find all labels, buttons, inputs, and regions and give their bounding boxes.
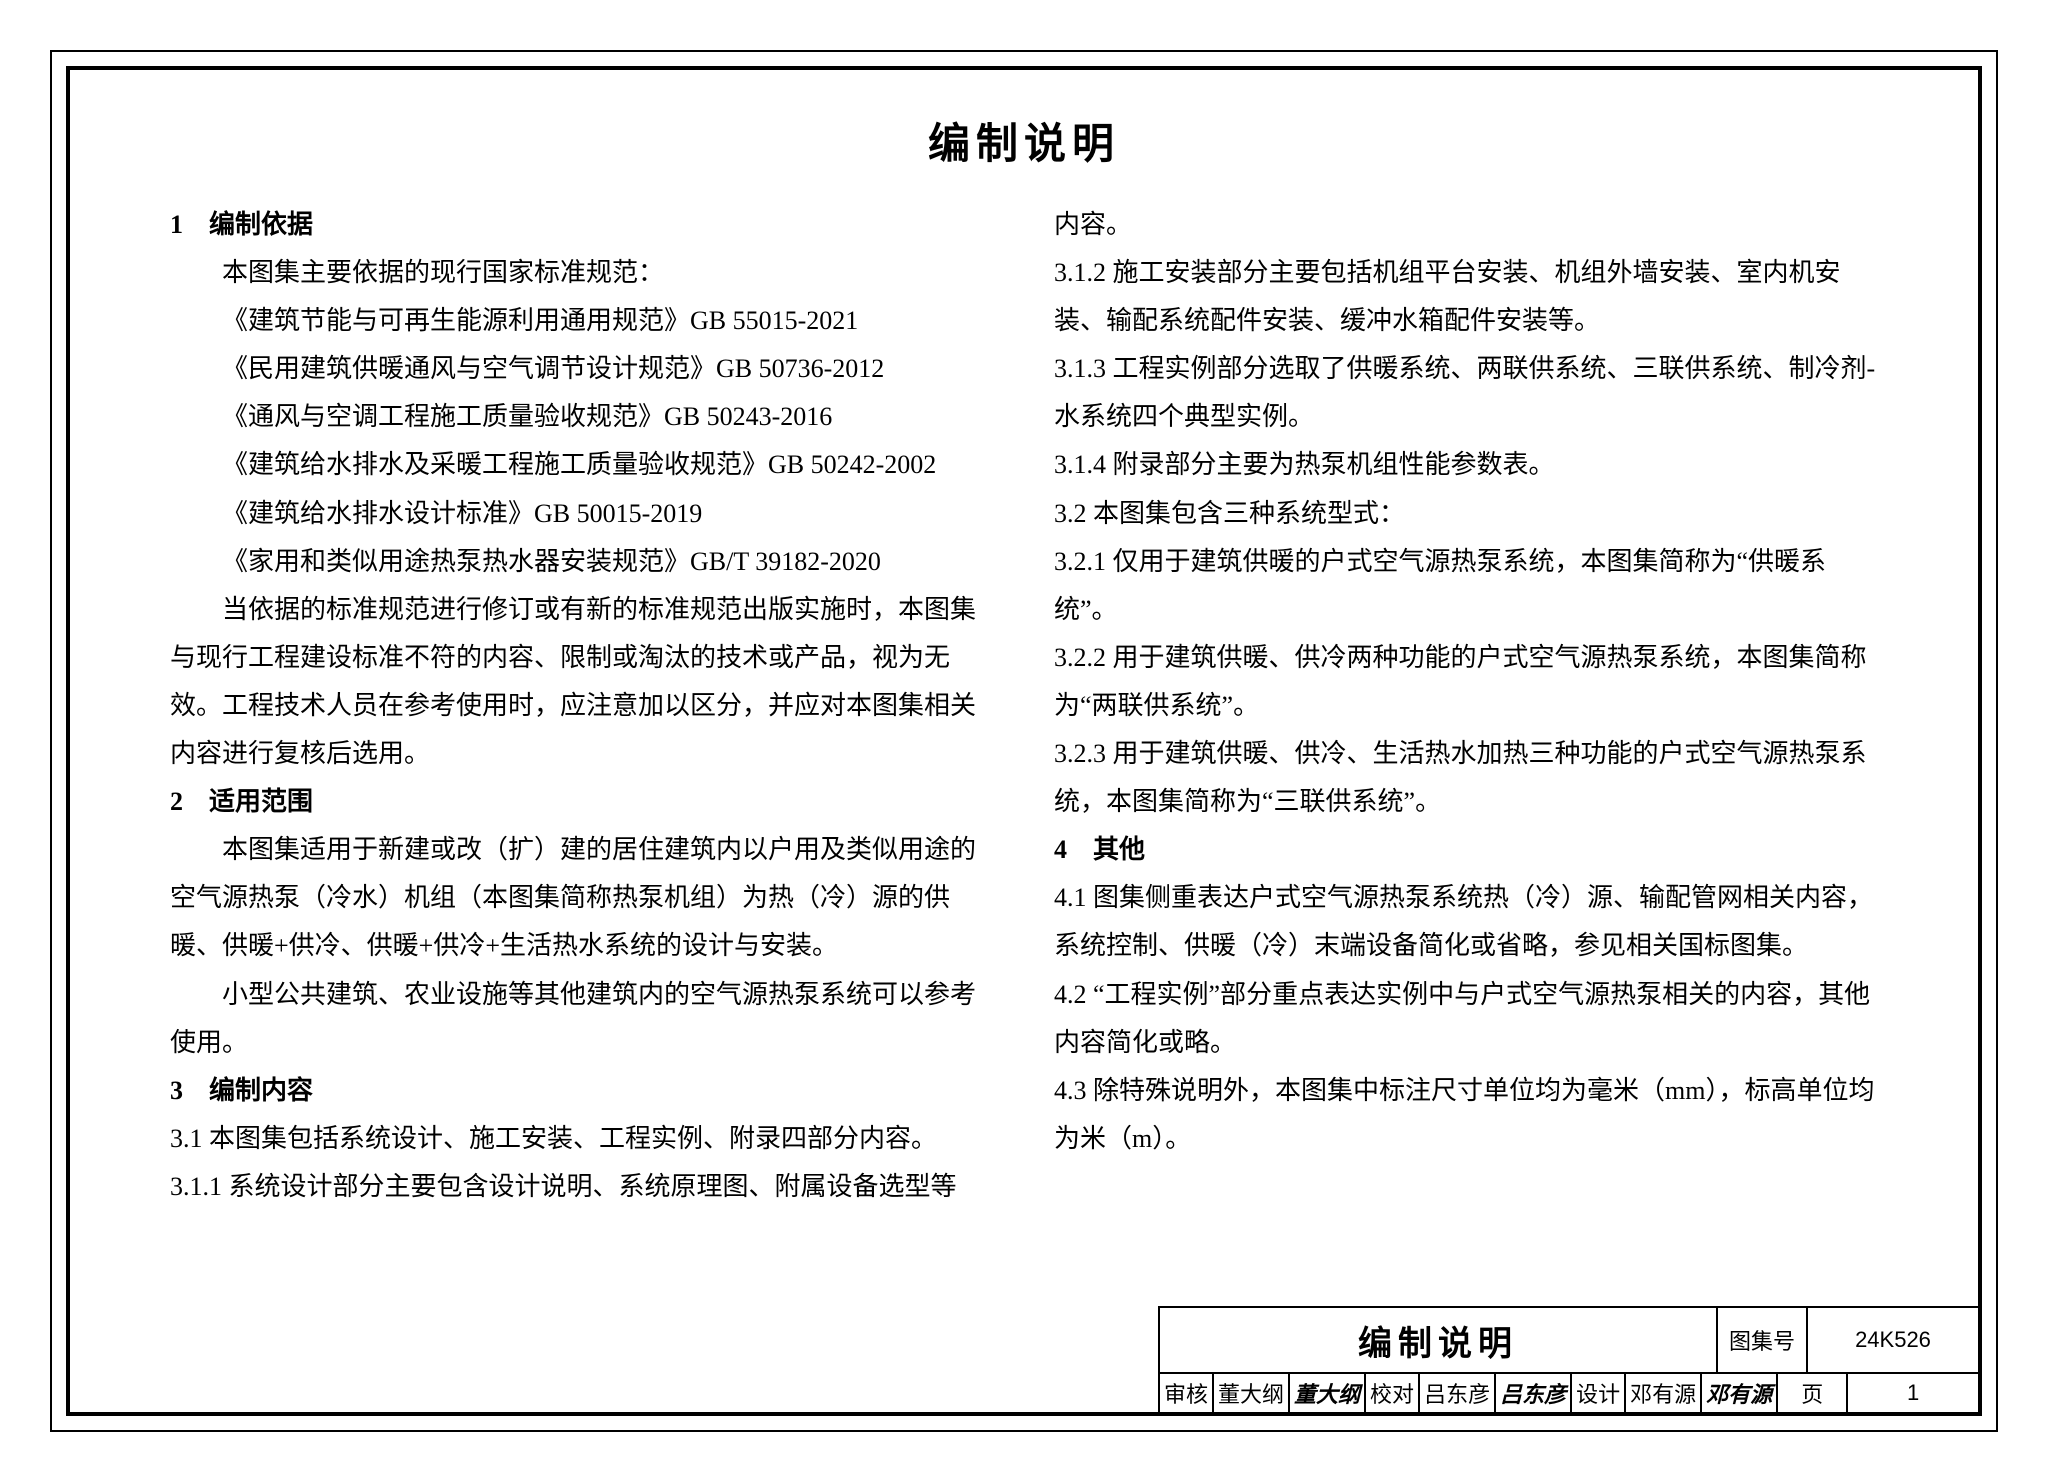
section-2-p2: 小型公共建筑、农业设施等其他建筑内的空气源热泵系统可以参考使用。 <box>170 971 994 1067</box>
designer-name: 邓有源 <box>1626 1374 1702 1412</box>
reviewer-name: 董大纲 <box>1214 1374 1290 1412</box>
section-1-note: 当依据的标准规范进行修订或有新的标准规范出版实施时，本图集与现行工程建设标准不符… <box>170 586 994 778</box>
design-label: 设计 <box>1572 1374 1626 1412</box>
section-2-heading: 2适用范围 <box>170 778 994 826</box>
standard-5: 《建筑给水排水设计标准》GB 50015-2019 <box>170 490 994 538</box>
item-3-1-2: 3.1.2 施工安装部分主要包括机组平台安装、机组外墙安装、室内机安装、输配系统… <box>1054 249 1878 345</box>
standard-2: 《民用建筑供暖通风与空气调节设计规范》GB 50736-2012 <box>170 345 994 393</box>
item-3-1: 3.1 本图集包括系统设计、施工安装、工程实例、附录四部分内容。 <box>170 1115 994 1163</box>
title-block-row2: 审核 董大纲 董大纲 校对 吕东彦 吕东彦 设计 邓有源 邓有源 页 1 <box>1160 1372 1978 1412</box>
page-label: 页 <box>1778 1374 1848 1412</box>
item-3-1-4: 3.1.4 附录部分主要为热泵机组性能参数表。 <box>1054 441 1878 489</box>
checker-signature: 吕东彦 <box>1496 1374 1572 1412</box>
sheet-title: 编制说明 <box>1160 1308 1718 1372</box>
outer-frame: 编制说明 1编制依据 本图集主要依据的现行国家标准规范： 《建筑节能与可再生能源… <box>50 50 1998 1432</box>
atlas-label: 图集号 <box>1718 1308 1808 1372</box>
title-block: 编制说明 图集号 24K526 审核 董大纲 董大纲 校对 吕东彦 吕东彦 设计… <box>1158 1306 1978 1412</box>
section-3-heading: 3编制内容 <box>170 1067 994 1115</box>
right-column: 内容。 3.1.2 施工安装部分主要包括机组平台安装、机组外墙安装、室内机安装、… <box>1054 201 1878 1211</box>
standard-4: 《建筑给水排水及采暖工程施工质量验收规范》GB 50242-2002 <box>170 441 994 489</box>
review-label: 审核 <box>1160 1374 1214 1412</box>
content-columns: 1编制依据 本图集主要依据的现行国家标准规范： 《建筑节能与可再生能源利用通用规… <box>70 201 1978 1211</box>
standard-3: 《通风与空调工程施工质量验收规范》GB 50243-2016 <box>170 393 994 441</box>
item-3-2-2: 3.2.2 用于建筑供暖、供冷两种功能的户式空气源热泵系统，本图集简称为“两联供… <box>1054 634 1878 730</box>
atlas-number: 24K526 <box>1808 1308 1978 1372</box>
section-2-p1: 本图集适用于新建或改（扩）建的居住建筑内以户用及类似用途的空气源热泵（冷水）机组… <box>170 826 994 970</box>
section-1-heading: 1编制依据 <box>170 201 994 249</box>
page-title: 编制说明 <box>70 70 1978 201</box>
checker-name: 吕东彦 <box>1420 1374 1496 1412</box>
inner-frame: 编制说明 1编制依据 本图集主要依据的现行国家标准规范： 《建筑节能与可再生能源… <box>66 66 1982 1416</box>
reviewer-signature: 董大纲 <box>1290 1374 1366 1412</box>
item-3-1-1: 3.1.1 系统设计部分主要包含设计说明、系统原理图、附属设备选型等 <box>170 1163 994 1211</box>
item-3-2: 3.2 本图集包含三种系统型式： <box>1054 490 1878 538</box>
standard-1: 《建筑节能与可再生能源利用通用规范》GB 55015-2021 <box>170 297 994 345</box>
section-1-intro: 本图集主要依据的现行国家标准规范： <box>170 249 994 297</box>
item-3-1-3: 3.1.3 工程实例部分选取了供暖系统、两联供系统、三联供系统、制冷剂-水系统四… <box>1054 345 1878 441</box>
item-3-2-1: 3.2.1 仅用于建筑供暖的户式空气源热泵系统，本图集简称为“供暖系统”。 <box>1054 538 1878 634</box>
page-number: 1 <box>1848 1374 1978 1412</box>
item-4-3: 4.3 除特殊说明外，本图集中标注尺寸单位均为毫米（mm），标高单位均为米（m）… <box>1054 1067 1878 1163</box>
section-4-heading: 4其他 <box>1054 826 1878 874</box>
title-block-row1: 编制说明 图集号 24K526 <box>1160 1308 1978 1372</box>
designer-signature: 邓有源 <box>1702 1374 1778 1412</box>
standard-6: 《家用和类似用途热泵热水器安装规范》GB/T 39182-2020 <box>170 538 994 586</box>
item-4-2: 4.2 “工程实例”部分重点表达实例中与户式空气源热泵相关的内容，其他内容简化或… <box>1054 971 1878 1067</box>
check-label: 校对 <box>1366 1374 1420 1412</box>
item-4-1: 4.1 图集侧重表达户式空气源热泵系统热（冷）源、输配管网相关内容，系统控制、供… <box>1054 874 1878 970</box>
left-column: 1编制依据 本图集主要依据的现行国家标准规范： 《建筑节能与可再生能源利用通用规… <box>170 201 994 1211</box>
item-3-1-1-cont: 内容。 <box>1054 201 1878 249</box>
item-3-2-3: 3.2.3 用于建筑供暖、供冷、生活热水加热三种功能的户式空气源热泵系统，本图集… <box>1054 730 1878 826</box>
